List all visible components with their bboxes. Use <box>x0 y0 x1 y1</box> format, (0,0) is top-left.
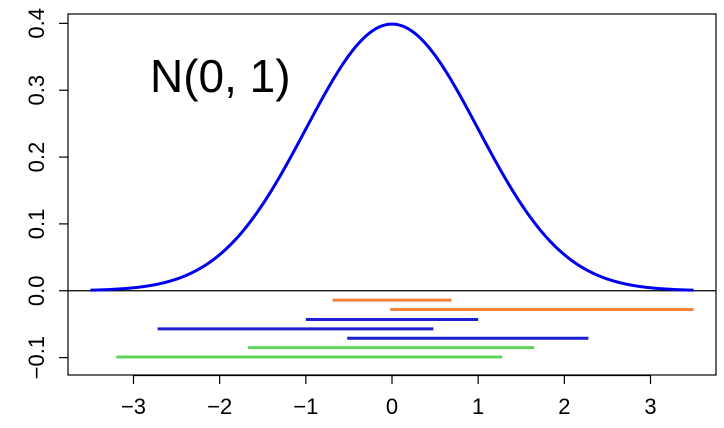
y-tick-label: 0.0 <box>24 275 49 306</box>
x-tick-label: −3 <box>121 394 146 419</box>
x-tick-label: 2 <box>558 394 570 419</box>
y-tick-label: 0.2 <box>24 142 49 173</box>
y-tick-label: −0.1 <box>24 336 49 379</box>
distribution-annotation: N(0, 1) <box>150 50 291 102</box>
x-tick-label: 1 <box>472 394 484 419</box>
x-tick-label: −2 <box>207 394 232 419</box>
x-tick-label: −1 <box>293 394 318 419</box>
x-tick-label: 3 <box>644 394 656 419</box>
y-tick-label: 0.1 <box>24 209 49 240</box>
y-tick-label: 0.4 <box>24 8 49 39</box>
y-tick-label: 0.3 <box>24 75 49 106</box>
density-curve-line <box>90 22 694 292</box>
x-tick-label: 0 <box>386 394 398 419</box>
